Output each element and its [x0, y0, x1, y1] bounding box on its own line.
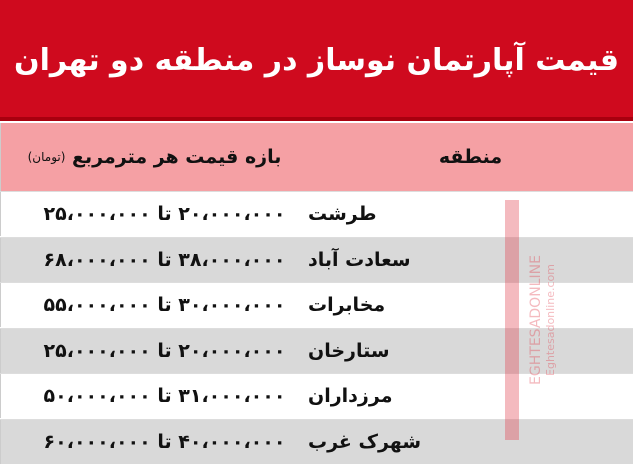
price-cell: ۲۰،۰۰۰،۰۰۰ تا ۲۵،۰۰۰،۰۰۰: [0, 328, 308, 373]
region-cell: طرشت: [308, 192, 633, 236]
region-cell: سعادت آباد: [308, 238, 633, 282]
price-cell: ۳۱،۰۰۰،۰۰۰ تا ۵۰،۰۰۰،۰۰۰: [0, 374, 308, 419]
region-name: سعادت آباد: [308, 248, 411, 271]
price-range: ۳۰،۰۰۰،۰۰۰ تا ۵۵،۰۰۰،۰۰۰: [43, 294, 286, 317]
table-row: طرشت ۲۰،۰۰۰،۰۰۰ تا ۲۵،۰۰۰،۰۰۰: [0, 191, 633, 237]
region-name: مخابرات: [308, 294, 386, 317]
region-cell: شهرک غرب: [308, 420, 633, 464]
price-range: ۳۱،۰۰۰،۰۰۰ تا ۵۰،۰۰۰،۰۰۰: [43, 385, 286, 408]
price-cell: ۲۰،۰۰۰،۰۰۰ تا ۲۵،۰۰۰،۰۰۰: [0, 192, 308, 237]
region-cell: مرزداران: [308, 374, 633, 418]
price-cell: ۳۰،۰۰۰،۰۰۰ تا ۵۵،۰۰۰،۰۰۰: [0, 283, 308, 328]
price-range: ۲۰،۰۰۰،۰۰۰ تا ۲۵،۰۰۰،۰۰۰: [43, 203, 286, 226]
header-unit: (تومان): [27, 150, 66, 164]
region-name: شهرک غرب: [308, 430, 422, 453]
price-cell: ۴۰،۰۰۰،۰۰۰ تا ۶۰،۰۰۰،۰۰۰: [0, 419, 308, 464]
price-range: ۲۰،۰۰۰،۰۰۰ تا ۲۵،۰۰۰،۰۰۰: [43, 339, 286, 362]
region-cell: ستارخان: [308, 329, 633, 373]
header-price-label: بازه قیمت هر مترمربع: [72, 146, 282, 168]
table-row: ستارخان ۲۰،۰۰۰،۰۰۰ تا ۲۵،۰۰۰،۰۰۰: [0, 327, 633, 373]
price-range: ۴۰،۰۰۰،۰۰۰ تا ۶۰،۰۰۰،۰۰۰: [43, 430, 286, 453]
region-name: ستارخان: [308, 339, 390, 362]
table-row: مرزداران ۳۱،۰۰۰،۰۰۰ تا ۵۰،۰۰۰،۰۰۰: [0, 373, 633, 419]
price-cell: ۳۸،۰۰۰،۰۰۰ تا ۶۸،۰۰۰،۰۰۰: [0, 237, 308, 282]
header-region: منطقه: [438, 146, 503, 168]
table-header: منطقه بازه قیمت هر مترمربع (تومان): [0, 123, 633, 191]
region-name: مرزداران: [308, 385, 393, 408]
table-row: شهرک غرب ۴۰،۰۰۰،۰۰۰ تا ۶۰،۰۰۰،۰۰۰: [0, 418, 633, 464]
page-title: قیمت آپارتمان نوساز در منطقه دو تهران: [0, 0, 633, 121]
region-name: طرشت: [308, 203, 377, 226]
header-price: بازه قیمت هر مترمربع (تومان): [0, 123, 308, 191]
table-row: سعادت آباد ۳۸،۰۰۰،۰۰۰ تا ۶۸،۰۰۰،۰۰۰: [0, 236, 633, 282]
price-range: ۳۸،۰۰۰،۰۰۰ تا ۶۸،۰۰۰،۰۰۰: [43, 248, 286, 271]
region-cell: مخابرات: [308, 283, 633, 327]
table-row: مخابرات ۳۰،۰۰۰،۰۰۰ تا ۵۵،۰۰۰،۰۰۰: [0, 282, 633, 328]
